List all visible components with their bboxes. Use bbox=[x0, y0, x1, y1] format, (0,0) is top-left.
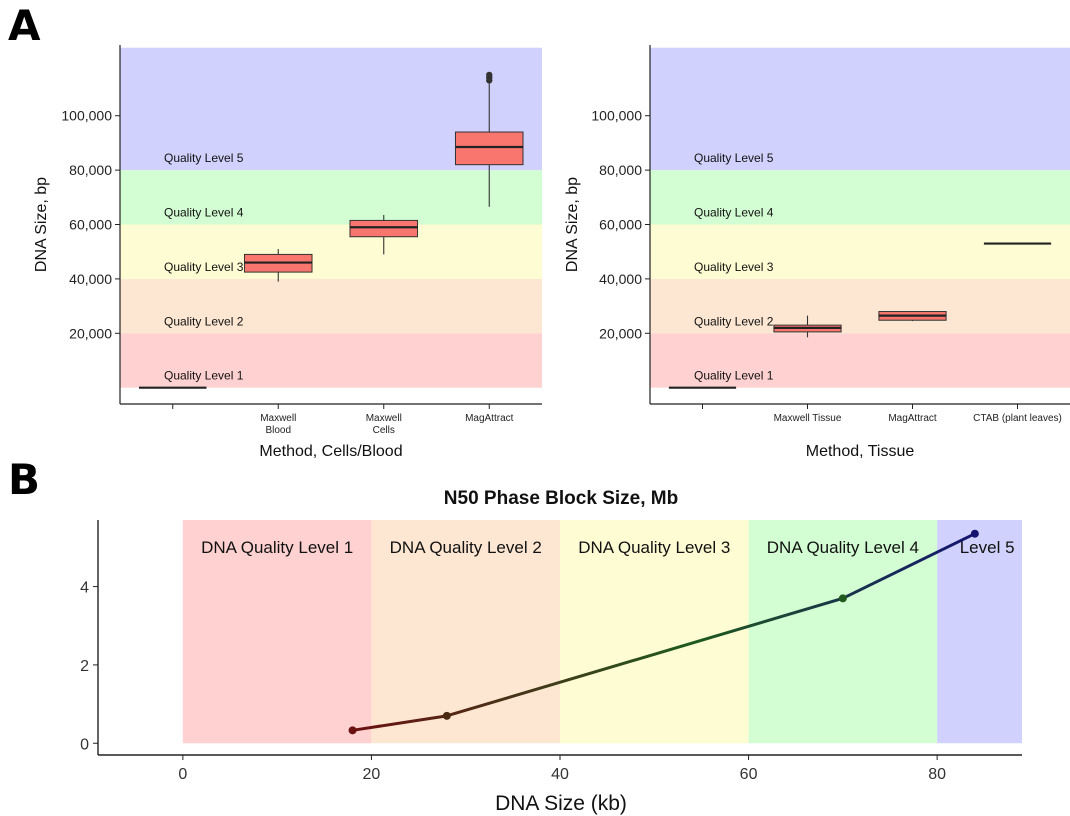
panel-b-line-chart: DNA Quality Level 1 DNA Quality Level 2 DN… bbox=[80, 488, 1022, 815]
y-axis-title: DNA Size, bp bbox=[564, 177, 581, 272]
data-point bbox=[442, 711, 451, 720]
quality-band-label: DNA Quality Level 2 bbox=[390, 538, 542, 557]
quality-band-label: Quality Level 4 bbox=[694, 206, 774, 220]
quality-band bbox=[650, 333, 1070, 388]
quality-band-label: DNA Quality Level 1 bbox=[201, 538, 353, 557]
panel-b-letter: B bbox=[8, 455, 40, 504]
quality-band-label: DNA Quality Level 3 bbox=[578, 538, 730, 557]
y-tick-label: 100,000 bbox=[61, 108, 112, 124]
y-tick-label: 0 bbox=[80, 736, 89, 753]
y-tick-label: 100,000 bbox=[591, 108, 642, 124]
quality-band bbox=[120, 278, 542, 334]
x-tick-label: 60 bbox=[740, 766, 758, 783]
chart-title: N50 Phase Block Size, Mb bbox=[444, 488, 678, 509]
x-tick-label: 80 bbox=[928, 766, 946, 783]
quality-band bbox=[182, 520, 372, 744]
x-axis-title: Method, Cells/Blood bbox=[259, 443, 402, 460]
y-tick-label: 4 bbox=[80, 580, 89, 597]
quality-band-label: Quality Level 4 bbox=[164, 206, 244, 220]
x-tick-label: CTAB (plant leaves) bbox=[973, 413, 1062, 424]
x-tick-label: Maxwell bbox=[260, 413, 296, 424]
x-tick-label: Maxwell bbox=[366, 413, 402, 424]
data-point bbox=[348, 726, 357, 735]
y-tick-label: 60,000 bbox=[599, 217, 642, 233]
quality-band-label: Quality Level 3 bbox=[694, 260, 774, 274]
x-tick-label: MagAttract bbox=[465, 413, 514, 424]
quality-band-label: Quality Level 1 bbox=[164, 369, 244, 383]
panel-a-left-boxplot: Quality Level 1 Quality Level 2 Quality Le… bbox=[33, 45, 542, 460]
quality-band-label: Quality Level 5 bbox=[694, 151, 774, 165]
x-axis-title: Method, Tissue bbox=[806, 443, 915, 460]
y-tick-label: 80,000 bbox=[69, 162, 112, 178]
x-tick-label: MagAttract bbox=[888, 413, 937, 424]
y-tick-label: 60,000 bbox=[69, 217, 112, 233]
panel-a-right-boxplot: Quality Level 1 Quality Level 2 Quality Le… bbox=[564, 45, 1070, 460]
x-tick-label: Maxwell Tissue bbox=[774, 413, 842, 424]
box-body bbox=[349, 219, 419, 238]
y-tick-label: 20,000 bbox=[69, 325, 112, 341]
quality-band bbox=[650, 170, 1070, 225]
x-tick-label: 40 bbox=[551, 766, 569, 783]
box-outlier bbox=[486, 71, 493, 79]
x-tick-label: Cells bbox=[373, 425, 395, 436]
quality-band bbox=[120, 333, 542, 388]
y-tick-label: 40,000 bbox=[69, 271, 112, 287]
quality-band-label: Quality Level 1 bbox=[694, 369, 774, 383]
y-tick-label: 20,000 bbox=[599, 325, 642, 341]
panel-a-letter: A bbox=[8, 1, 41, 50]
quality-band-label: Quality Level 2 bbox=[164, 314, 244, 328]
quality-band-label: Quality Level 2 bbox=[694, 314, 774, 328]
quality-band-label: Quality Level 5 bbox=[164, 151, 244, 165]
quality-band bbox=[120, 170, 542, 225]
quality-band bbox=[120, 224, 542, 279]
series-line bbox=[352, 532, 976, 732]
box-body bbox=[454, 131, 524, 166]
y-tick-label: 80,000 bbox=[599, 162, 642, 178]
x-tick-label: 20 bbox=[363, 766, 381, 783]
y-axis-title: DNA Size, bp bbox=[33, 177, 50, 272]
quality-band bbox=[560, 520, 749, 744]
x-tick-label: 0 bbox=[178, 766, 187, 783]
quality-band-label: Level 5 bbox=[960, 538, 1015, 557]
y-tick-label: 2 bbox=[80, 658, 89, 675]
quality-band bbox=[748, 520, 938, 744]
quality-band-label: Quality Level 3 bbox=[164, 260, 244, 274]
quality-band bbox=[650, 278, 1070, 334]
y-tick-label: 40,000 bbox=[599, 271, 642, 287]
quality-band bbox=[650, 47, 1070, 171]
quality-band bbox=[937, 520, 1022, 744]
quality-band bbox=[371, 520, 560, 744]
quality-band bbox=[650, 224, 1070, 279]
data-point bbox=[970, 529, 979, 538]
data-point bbox=[838, 594, 847, 603]
quality-band-label: DNA Quality Level 4 bbox=[767, 538, 919, 557]
x-axis-title: DNA Size (kb) bbox=[495, 792, 627, 815]
x-tick-label: Blood bbox=[265, 425, 291, 436]
